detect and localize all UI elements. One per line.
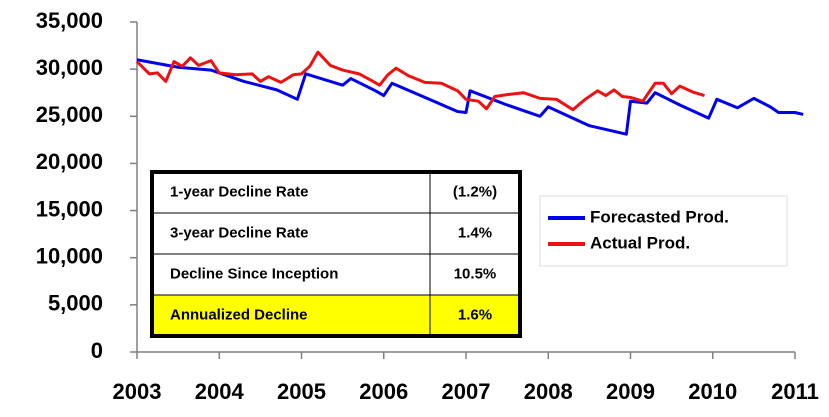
table-value: (1.2%) bbox=[453, 183, 497, 200]
x-tick-label: 2006 bbox=[359, 379, 408, 404]
x-tick-label: 2008 bbox=[524, 379, 573, 404]
table-value: 1.4% bbox=[458, 224, 492, 241]
y-tick-label: 25,000 bbox=[36, 102, 103, 127]
x-tick-label: 2004 bbox=[195, 379, 245, 404]
x-tick-label: 2011 bbox=[771, 379, 819, 404]
table-border bbox=[150, 170, 522, 338]
table-label: Annualized Decline bbox=[170, 306, 308, 323]
y-tick-label: 20,000 bbox=[36, 149, 103, 174]
y-tick-label: 30,000 bbox=[36, 55, 103, 80]
x-tick-label: 2009 bbox=[606, 379, 655, 404]
y-tick-label: 35,000 bbox=[36, 8, 103, 33]
y-tick-label: 10,000 bbox=[36, 244, 103, 269]
table-label: Decline Since Inception bbox=[170, 265, 338, 282]
table-label: 1-year Decline Rate bbox=[170, 183, 308, 200]
x-tick-label: 2003 bbox=[113, 379, 162, 404]
x-tick-label: 2010 bbox=[688, 379, 737, 404]
table-label: 3-year Decline Rate bbox=[170, 224, 308, 241]
table-value: 1.6% bbox=[458, 306, 492, 323]
table-row bbox=[151, 253, 521, 296]
data-line bbox=[136, 58, 804, 136]
y-tick-label: 15,000 bbox=[36, 196, 103, 221]
legend-label: Forecasted Prod. bbox=[590, 207, 729, 226]
x-tick-label: 2005 bbox=[277, 379, 326, 404]
x-tick-label: 2007 bbox=[442, 379, 491, 404]
table-row bbox=[151, 212, 521, 255]
y-tick-label: 0 bbox=[91, 338, 103, 363]
legend-box bbox=[539, 195, 788, 267]
y-tick-label: 5,000 bbox=[48, 291, 103, 316]
data-line bbox=[135, 50, 705, 112]
legend-label: Actual Prod. bbox=[590, 233, 690, 252]
table-value: 10.5% bbox=[454, 265, 497, 282]
